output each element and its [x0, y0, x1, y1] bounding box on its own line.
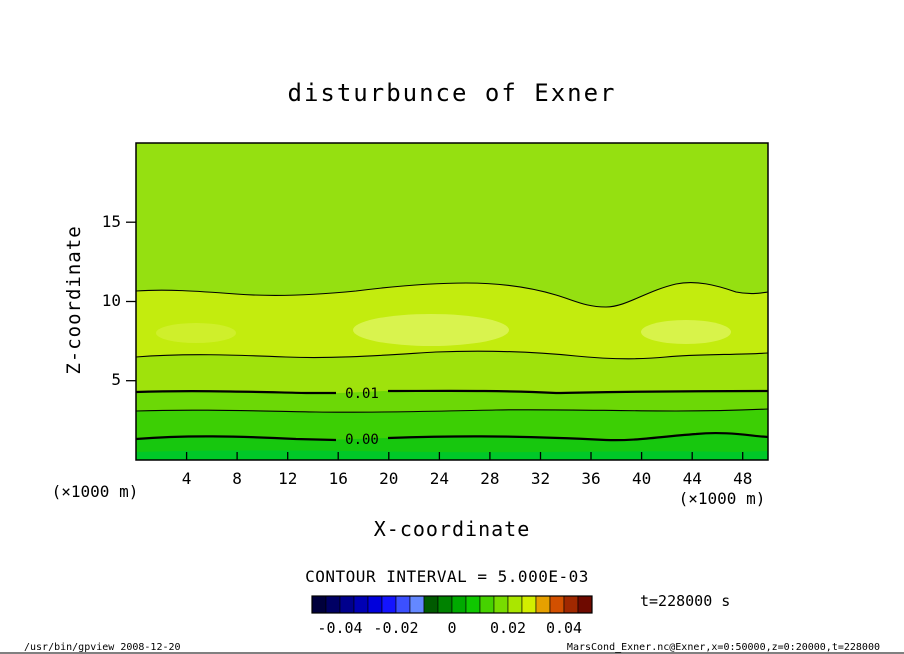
colorbar-cell — [479, 595, 495, 614]
bright-patch-center — [353, 314, 509, 346]
colorbar-cell — [339, 595, 355, 614]
colorbar-cells — [311, 595, 593, 614]
colorbar-cell — [451, 595, 467, 614]
y-tick-labels: 15 10 5 — [102, 212, 121, 389]
colorbar-cell — [409, 595, 425, 614]
contour-line-000-left — [136, 435, 337, 442]
colorbar-tick-label: -0.04 — [317, 619, 362, 637]
page-title: disturbunce of Exner — [288, 79, 617, 107]
contour-shading: 0.01 0.00 — [136, 143, 768, 460]
bright-patch-right — [641, 320, 731, 344]
contour-line-001-left — [136, 390, 336, 395]
colorbar-cell — [577, 595, 593, 614]
colorbar-cell — [353, 595, 369, 614]
x-tick-label: 4 — [182, 469, 192, 488]
colorbar-tick-labels: -0.04 -0.02 0 0.02 0.04 — [317, 619, 582, 637]
y-tick-label: 15 — [102, 212, 121, 231]
colorbar-cell — [395, 595, 411, 614]
axis-ticks — [126, 221, 744, 460]
colorbar-cell — [549, 595, 565, 614]
contour-line-z6 — [136, 350, 768, 360]
x-tick-label: 32 — [531, 469, 550, 488]
colorbar-cell — [325, 595, 341, 614]
x-tick-labels: 4 8 12 16 20 24 28 32 36 40 44 48 — [182, 469, 753, 488]
colorbar-tick-label: 0.02 — [490, 619, 526, 637]
colorbar-cell — [521, 595, 537, 614]
contour-line-z3 — [136, 408, 768, 413]
x-tick-label: 12 — [278, 469, 297, 488]
colorbar-cell — [423, 595, 439, 614]
colorbar-cell — [311, 595, 327, 614]
x-tick-label: 20 — [379, 469, 398, 488]
bright-patch-left — [156, 323, 236, 343]
x-tick-label: 44 — [683, 469, 702, 488]
x-tick-label: 8 — [232, 469, 242, 488]
x-axis-label: X-coordinate — [374, 517, 531, 541]
contour-line-001-right — [387, 389, 768, 395]
y-tick-label: 5 — [111, 370, 121, 389]
band-lowest — [136, 450, 768, 460]
colorbar-cell — [535, 595, 551, 614]
x-tick-label: 40 — [632, 469, 651, 488]
colorbar-tick-label: 0.04 — [546, 619, 582, 637]
colorbar-cell — [367, 595, 383, 614]
colorbar-tick-label: -0.02 — [373, 619, 418, 637]
contour-line-z11 — [136, 282, 768, 308]
contour-interval-text: CONTOUR INTERVAL = 5.000E-03 — [305, 567, 589, 586]
x-tick-label: 28 — [480, 469, 499, 488]
footer-left: /usr/bin/gpview 2008-12-20 — [24, 642, 181, 653]
y-tick-label: 10 — [102, 291, 121, 310]
y-axis-label: Z-coordinate — [63, 225, 85, 374]
x-tick-label: 36 — [581, 469, 600, 488]
colorbar-frame — [311, 595, 593, 614]
colorbar-cell — [437, 595, 453, 614]
footer-right: MarsCond_Exner.nc@Exner,x=0:50000,z=0:20… — [567, 642, 880, 653]
colorbar-cell — [507, 595, 523, 614]
colorbar-cell — [465, 595, 481, 614]
x-tick-label: 16 — [329, 469, 348, 488]
x-tick-label: 48 — [733, 469, 752, 488]
colorbar-cell — [381, 595, 397, 614]
x-tick-label: 24 — [430, 469, 449, 488]
colorbar-cell — [493, 595, 509, 614]
colorbar-cell — [563, 595, 579, 614]
y-axis-unit: (×1000 m) — [52, 482, 139, 501]
contour-label-upper: 0.01 — [345, 386, 379, 402]
x-axis-unit: (×1000 m) — [679, 489, 766, 508]
colorbar-tick-label: 0 — [447, 619, 456, 637]
time-annotation: t=228000 s — [640, 592, 730, 610]
contour-line-000-right — [387, 431, 768, 442]
contour-label-lower: 0.00 — [345, 432, 379, 448]
